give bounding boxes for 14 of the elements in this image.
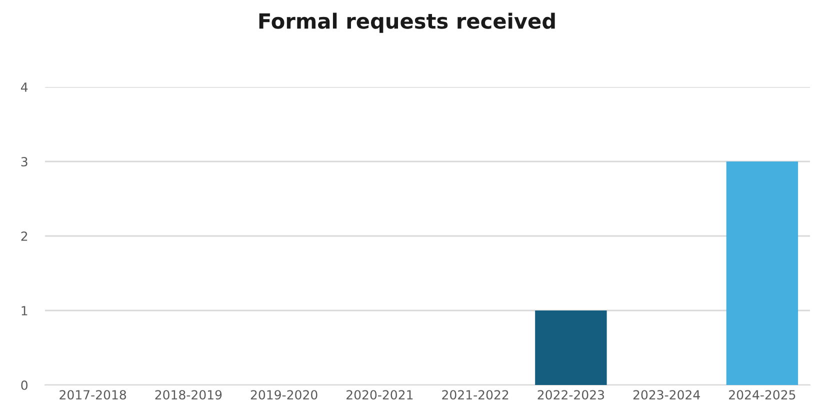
x-tick-label: 2018-2019 [155, 390, 222, 400]
y-tick-label: 0 [21, 380, 28, 390]
x-tick-label: 2023-2024 [633, 390, 700, 400]
x-tick-label: 2022-2023 [538, 390, 604, 400]
x-tick-label: 2017-2018 [60, 390, 126, 400]
y-tick-label: 2 [21, 231, 28, 241]
y-tick-label: 3 [21, 156, 28, 166]
y-tick-label: 4 [20, 82, 28, 92]
y-tick-label: 1 [22, 306, 28, 316]
x-tick-label: 2024-2025 [729, 390, 796, 400]
x-tick-label: 2019-2020 [250, 390, 318, 400]
x-tick-label: 2021-2022 [442, 390, 508, 400]
x-tick-label: 2020-2021 [346, 390, 413, 400]
chart-title: Formal requests received [259, 12, 555, 33]
